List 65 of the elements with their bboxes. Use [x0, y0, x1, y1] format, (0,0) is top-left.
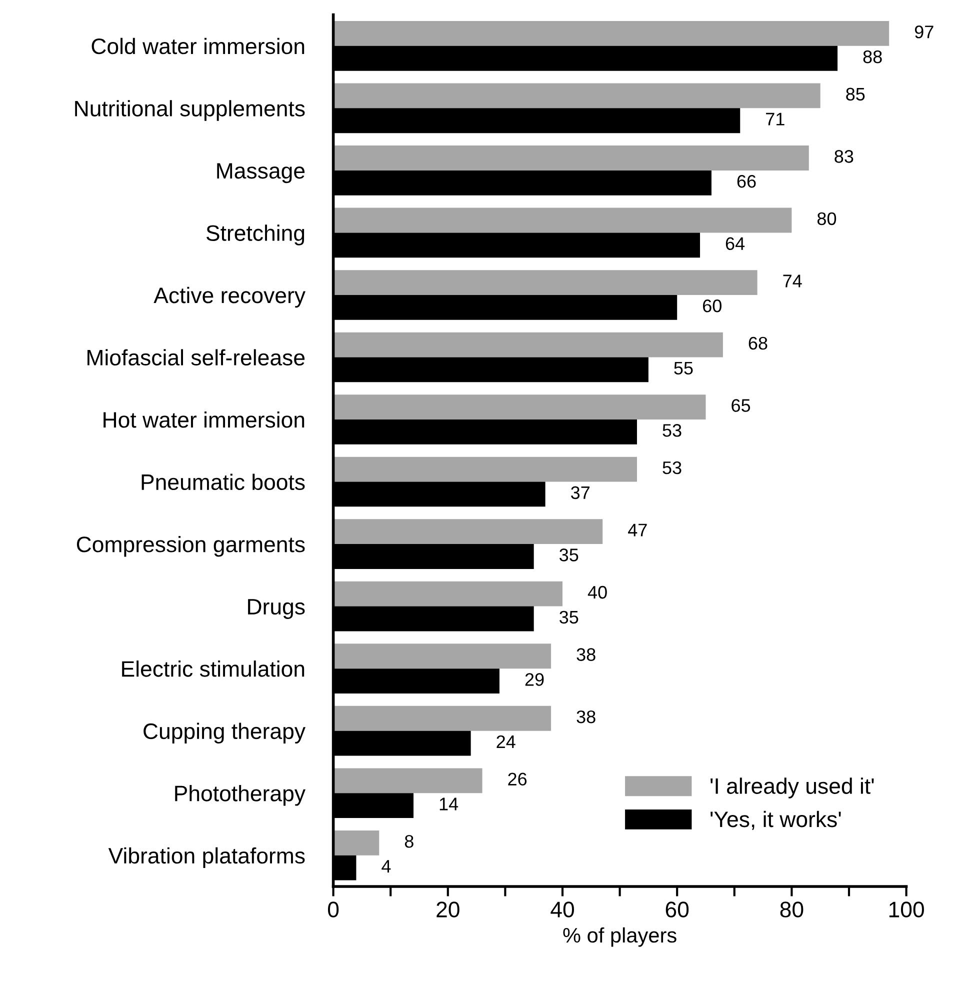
data-label: 65 [732, 399, 750, 412]
y-tick-label: Cold water immersion [92, 38, 304, 54]
data-label: 47 [628, 524, 647, 536]
x-tick-label: 0 [328, 902, 339, 918]
bar [333, 644, 552, 669]
x-tick-label: 100 [889, 902, 924, 918]
data-label: 66 [737, 174, 756, 188]
y-tick-label: Massage [217, 163, 305, 184]
data-label: 38 [576, 648, 596, 661]
y-tick-label: Vibration plataforms [108, 847, 305, 868]
bar [333, 332, 723, 358]
y-tick-label: Phototherapy [175, 785, 306, 806]
y-tick-label: Drugs [248, 599, 305, 619]
data-label: 24 [496, 735, 516, 748]
data-label: 55 [674, 362, 693, 375]
data-label: 64 [726, 237, 745, 250]
data-label: 35 [560, 610, 578, 624]
y-tick-label: Active recovery [154, 286, 306, 308]
x-tick-label: 20 [436, 902, 460, 918]
bar [333, 270, 758, 295]
data-label: 40 [588, 586, 607, 599]
bar [333, 768, 482, 794]
x-tick-label: 60 [666, 902, 689, 918]
data-label: 4 [382, 860, 391, 872]
data-label: 14 [440, 798, 458, 810]
data-label: 37 [570, 486, 590, 500]
bar [333, 706, 552, 731]
data-label: 53 [662, 424, 682, 437]
x-tick-label: 80 [780, 902, 804, 918]
data-label: 97 [914, 26, 934, 38]
bar [333, 394, 706, 420]
y-tick-label: Nutritional supplements [75, 100, 305, 121]
bar [333, 208, 792, 233]
y-tick-label: Miofascial self-release [88, 349, 305, 366]
data-label: 35 [560, 548, 578, 562]
data-label: 26 [508, 772, 527, 786]
bar [333, 519, 603, 544]
data-label: 71 [766, 112, 784, 126]
y-tick-label: Hot water immersion [104, 411, 304, 428]
y-tick-label: Cupping therapy [144, 722, 306, 744]
bar [333, 830, 380, 856]
data-label: 60 [703, 299, 722, 312]
data-label: 83 [834, 150, 854, 163]
y-tick-label: Compression garments [76, 536, 305, 557]
data-label: 38 [576, 710, 596, 724]
x-tick-label: 40 [550, 902, 574, 918]
data-label: 74 [783, 274, 802, 288]
data-label: 68 [748, 336, 768, 350]
data-label: 88 [863, 50, 882, 64]
bar [333, 83, 820, 108]
legend-label: 'Yes, it works' [710, 810, 841, 830]
legend-label: 'I already used it' [710, 778, 874, 798]
data-label: 85 [846, 88, 865, 101]
bar [333, 581, 562, 606]
x-axis-title: % of players [563, 927, 676, 947]
data-label: 8 [404, 834, 414, 848]
data-label: 80 [817, 212, 836, 226]
bar [333, 456, 637, 482]
y-tick-label: Stretching [206, 224, 304, 246]
bar [333, 21, 890, 46]
y-tick-label: Pneumatic boots [142, 474, 305, 490]
data-label: 29 [525, 673, 544, 686]
bar [333, 146, 809, 170]
y-tick-label: Electric stimulation [122, 660, 304, 677]
data-label: 53 [662, 461, 682, 474]
